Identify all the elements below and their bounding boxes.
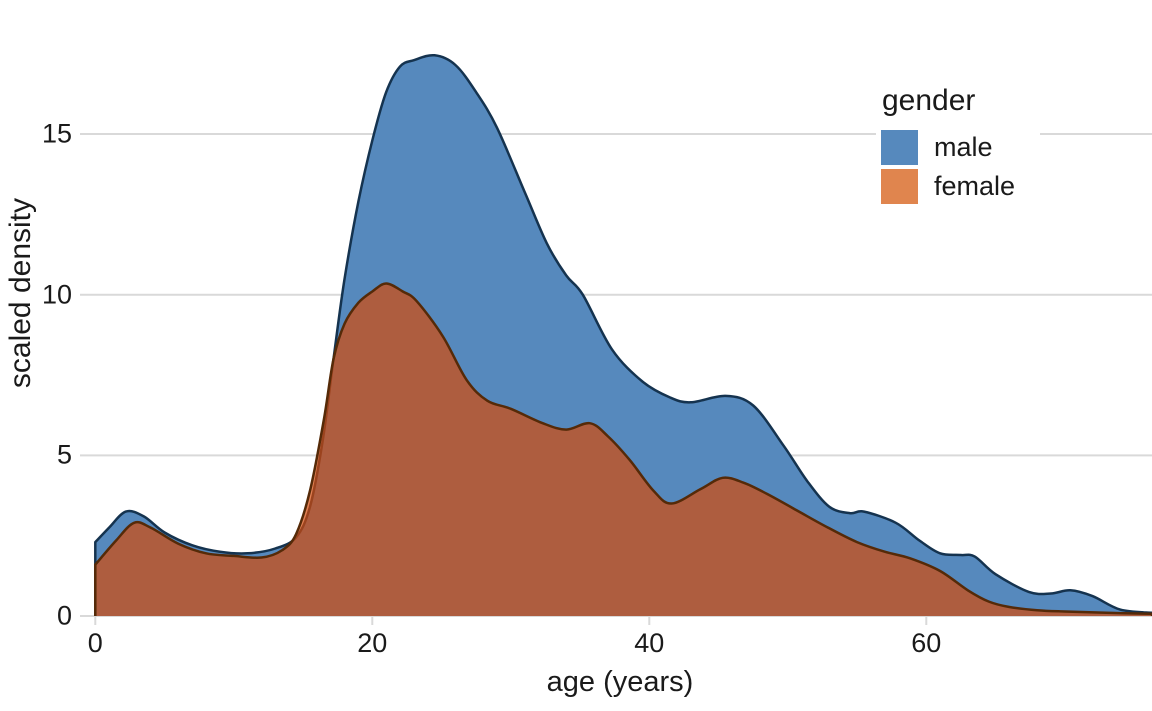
x-tick-label: 20 xyxy=(357,628,388,658)
female-area xyxy=(95,283,1152,616)
legend-label-male: male xyxy=(934,132,993,162)
x-tick-label: 60 xyxy=(911,628,942,658)
y-tick-label: 0 xyxy=(56,600,72,631)
legend-label-female: female xyxy=(934,171,1016,201)
legend-item-female: female xyxy=(876,167,1040,206)
female-line xyxy=(94,282,1152,616)
x-tick-label: 0 xyxy=(87,628,103,658)
y-tick-label: 5 xyxy=(56,439,72,470)
y-tick-label: 10 xyxy=(41,279,72,310)
legend-title: gender xyxy=(882,84,976,117)
male-line xyxy=(94,53,1152,616)
y-tick-label: 15 xyxy=(41,118,72,149)
female-color-swatch xyxy=(881,169,918,204)
x-tick-label: 40 xyxy=(634,628,665,658)
x-axis-title: age (years) xyxy=(546,666,694,698)
legend-item-male: male xyxy=(876,128,1040,167)
male-color-swatch xyxy=(881,130,918,165)
legend: gender male female xyxy=(876,84,1040,210)
